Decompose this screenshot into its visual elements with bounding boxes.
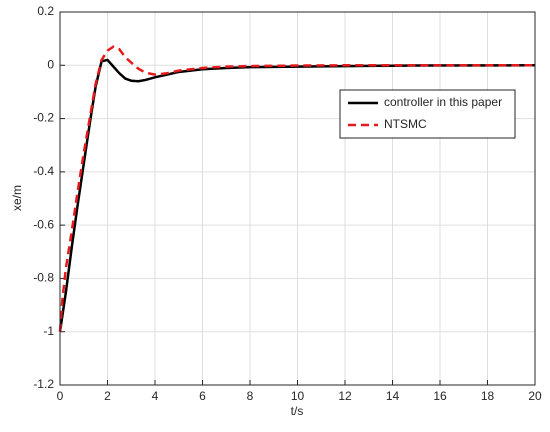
x-tick-label: 18 <box>481 389 495 403</box>
axes-frame <box>59 11 536 386</box>
y-tick-label: -1.2 <box>33 377 54 391</box>
x-tick-label: 10 <box>291 389 305 403</box>
y-tick-label: 0.2 <box>37 4 54 18</box>
data-line <box>58 45 535 332</box>
y-tick-label: 0 <box>47 57 54 71</box>
x-tick-label: 4 <box>152 389 159 403</box>
x-tick-label: 8 <box>247 389 254 403</box>
y-tick-label: -1 <box>43 324 54 338</box>
y-tick-label: -0.4 <box>33 164 54 178</box>
y-tick-label: -0.8 <box>33 271 54 285</box>
x-tick-label: 0 <box>57 389 64 403</box>
legend-label: controller in this paper <box>384 95 502 109</box>
x-axis-label: t/s <box>291 404 304 418</box>
y-tick-label: -0.6 <box>33 217 54 231</box>
y-tick-label: -0.2 <box>33 111 54 125</box>
x-tick-label: 20 <box>528 389 542 403</box>
legend-box <box>339 89 516 139</box>
legend-label: NTSMC <box>384 117 427 131</box>
x-tick-label: 14 <box>386 389 400 403</box>
x-tick-label: 6 <box>199 389 206 403</box>
x-tick-label: 12 <box>338 389 352 403</box>
y-axis-label: xe/m <box>10 185 24 211</box>
x-tick-label: 2 <box>104 389 111 403</box>
x-tick-label: 16 <box>433 389 447 403</box>
